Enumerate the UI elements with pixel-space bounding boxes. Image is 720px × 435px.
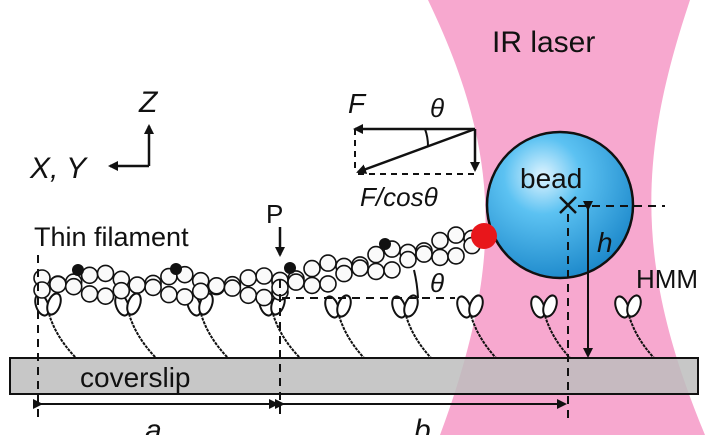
filament-subunit [319,254,337,272]
hmm-motor [456,294,497,359]
laser-label: IR laser [492,26,595,59]
filament-subunit [207,276,226,295]
filament-subunit [255,267,273,285]
thin-filament [33,226,481,307]
hmm-motor [530,294,571,359]
hmm-motor [324,294,365,359]
trapped-bead [485,130,635,280]
distance-b-label: b [414,414,431,435]
filament-subunit [399,250,417,269]
hmm-label: HMM [636,264,698,294]
regulatory-protein-dot [170,263,182,275]
thin-filament-label: Thin filament [34,222,189,252]
filament-subunit [128,276,146,294]
filament-subunit [431,231,449,250]
filament-subunit [33,281,51,299]
angle-arc [413,269,419,299]
bead-attachment-point [471,223,497,249]
filament-subunit [96,264,115,283]
xy-axis-label: X, Y [29,152,88,185]
force-cos-label: F/cosθ [360,182,438,212]
filament-subunit [287,273,305,291]
filament-subunit [239,286,258,305]
filament-subunit [191,282,210,301]
hmm-motor [34,292,77,359]
filament-subunit [96,287,115,306]
z-axis-label: Z [138,86,159,119]
height-label: h [597,227,613,258]
regulatory-protein-dot [72,264,84,276]
force-label: F [348,88,367,119]
coverslip [9,357,699,395]
coverslip-label: coverslip [80,362,190,393]
filament-subunit [49,275,67,294]
filament-subunit [80,266,99,285]
regulatory-protein-dot [284,262,296,274]
hmm-motor [114,292,157,359]
filament-subunit [176,288,194,306]
filament-subunit [415,245,433,263]
hmm-motors [34,292,655,359]
force-angle-arc [424,128,429,147]
theta-top-label: θ [430,93,444,123]
filament-subunit [239,269,258,287]
filament-subunit [351,259,369,277]
trap-center-cross-icon [559,196,577,214]
filament-subunit [112,281,131,300]
filament-subunit [447,226,465,244]
filament-subunit [367,245,385,264]
filament-subunit [255,288,273,307]
filament-subunit [223,279,242,297]
filament-subunit [431,248,449,267]
filament-subunit [64,277,83,296]
hmm-motor [614,294,655,359]
filament-subunit [319,275,337,293]
distance-a-label: a [145,414,162,435]
filament-subunit [383,261,401,279]
filament-subunit [335,264,353,283]
regulatory-protein-dot [379,238,391,250]
filament-subunit [367,262,385,281]
hmm-motor [391,294,432,359]
filament-subunit [303,276,321,295]
filament-subunit [144,278,162,297]
filament-subunit [303,259,321,278]
resultant-force-arrow [356,127,476,174]
bead-label: bead [520,163,582,194]
filament-subunit [447,247,465,265]
hmm-motor [186,292,229,359]
filament-subunit [160,285,178,304]
point-p-label: P [266,199,283,229]
filament-subunit [80,285,99,303]
theta-angle-label: θ [430,268,444,298]
